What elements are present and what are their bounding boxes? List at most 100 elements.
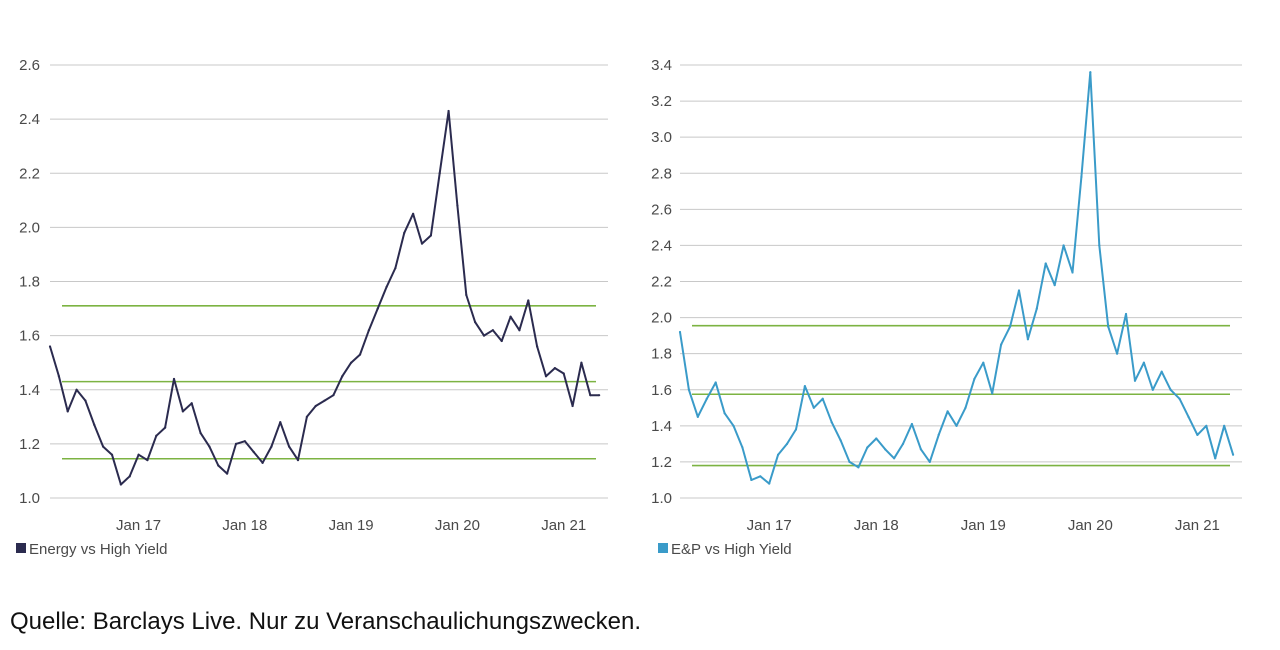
data-point bbox=[412, 212, 415, 215]
data-point bbox=[696, 415, 699, 418]
data-point bbox=[937, 433, 940, 436]
data-point bbox=[474, 320, 477, 324]
data-point bbox=[358, 353, 362, 356]
data-point bbox=[1133, 379, 1137, 382]
data-point bbox=[217, 464, 220, 467]
data-point bbox=[1205, 424, 1208, 427]
data-point bbox=[812, 406, 815, 409]
data-point bbox=[288, 445, 291, 448]
x-tick-label: Jan 20 bbox=[1068, 517, 1113, 534]
data-point bbox=[830, 421, 833, 424]
y-tick-label: 1.8 bbox=[19, 274, 40, 291]
data-point bbox=[243, 440, 246, 443]
charts-canvas: 1.0 1.2 1.4 1.6 1.8 2.0 2.2 2.4 2.6 Jan 17 Jan 18 J… bbox=[16, 57, 1242, 558]
data-point bbox=[518, 329, 521, 332]
data-point bbox=[128, 475, 131, 478]
chart-2: 1.0 1.2 1.4 1.6 1.8 2.0 2.2 2.4 2.6 2.8 3.0 3.2 3.4 J… bbox=[651, 57, 1242, 558]
data-point bbox=[1142, 361, 1145, 364]
data-point bbox=[741, 446, 744, 449]
data-point bbox=[527, 299, 530, 302]
y-tick-label: 2.0 bbox=[19, 219, 40, 236]
data-point bbox=[119, 483, 122, 486]
y-tick-label: 1.4 bbox=[19, 382, 40, 399]
data-point bbox=[48, 345, 52, 348]
data-point bbox=[1035, 307, 1038, 310]
data-point bbox=[1231, 453, 1235, 456]
data-point bbox=[1044, 262, 1047, 265]
y-tick-label: 2.0 bbox=[651, 310, 672, 327]
data-point bbox=[1160, 370, 1163, 373]
data-point bbox=[821, 397, 824, 400]
y-tick-label: 1.6 bbox=[19, 328, 40, 345]
data-point bbox=[84, 399, 87, 402]
data-point bbox=[580, 361, 583, 364]
x-tick-label: Jan 21 bbox=[1175, 517, 1220, 534]
data-point bbox=[1178, 397, 1181, 400]
data-point bbox=[234, 442, 238, 445]
data-point bbox=[447, 109, 450, 113]
data-point bbox=[252, 450, 255, 454]
data-point bbox=[544, 375, 548, 378]
data-point bbox=[323, 399, 326, 402]
data-point bbox=[438, 172, 441, 175]
data-point bbox=[848, 460, 851, 464]
data-point bbox=[1116, 352, 1119, 355]
data-point bbox=[1026, 338, 1030, 341]
data-point bbox=[732, 424, 735, 427]
data-point bbox=[1062, 244, 1065, 247]
data-point bbox=[190, 402, 193, 405]
data-point bbox=[857, 466, 860, 469]
data-point bbox=[875, 437, 878, 440]
y-tick-label: 1.8 bbox=[651, 346, 672, 363]
data-point bbox=[491, 329, 494, 332]
data-point bbox=[964, 406, 967, 409]
y-tick-label: 2.2 bbox=[19, 165, 40, 182]
data-point bbox=[385, 285, 388, 289]
data-point bbox=[955, 424, 958, 427]
data-point bbox=[892, 457, 896, 460]
data-point bbox=[982, 361, 985, 364]
data-point bbox=[350, 361, 353, 364]
y-tick-label: 2.2 bbox=[651, 274, 672, 291]
data-point bbox=[803, 385, 806, 388]
data-point bbox=[305, 415, 308, 418]
data-point bbox=[1071, 271, 1074, 274]
data-point bbox=[866, 446, 869, 449]
y-tick-label: 2.6 bbox=[19, 57, 40, 74]
data-point bbox=[279, 421, 282, 424]
data-point bbox=[110, 453, 114, 456]
data-point bbox=[1214, 457, 1217, 460]
data-point bbox=[794, 428, 798, 431]
y-tick-label: 1.0 bbox=[19, 490, 40, 507]
data-point bbox=[208, 445, 211, 448]
data-point bbox=[394, 266, 397, 270]
data-point bbox=[403, 231, 406, 234]
data-point bbox=[146, 459, 149, 462]
data-point bbox=[261, 461, 264, 464]
data-point bbox=[687, 388, 691, 391]
data-point bbox=[1151, 388, 1154, 391]
data-point bbox=[553, 367, 556, 370]
data-point bbox=[1017, 289, 1021, 292]
data-point bbox=[589, 394, 592, 397]
data-point bbox=[137, 453, 140, 456]
legend-label: E&P vs High Yield bbox=[671, 541, 792, 558]
data-point bbox=[164, 426, 167, 429]
data-point bbox=[1053, 284, 1056, 287]
data-point bbox=[429, 234, 432, 237]
data-point bbox=[172, 377, 176, 381]
data-point bbox=[536, 345, 539, 348]
legend-swatch bbox=[16, 543, 26, 553]
data-point bbox=[199, 431, 202, 435]
data-point bbox=[482, 334, 486, 337]
data-point bbox=[777, 453, 780, 456]
x-tick-label: Jan 18 bbox=[854, 517, 899, 534]
data-point bbox=[420, 242, 424, 245]
y-tick-label: 1.2 bbox=[19, 436, 40, 453]
data-point bbox=[839, 439, 842, 442]
source-note: Quelle: Barclays Live. Nur zu Veranschau… bbox=[10, 608, 641, 635]
data-point bbox=[678, 330, 682, 334]
x-tick-label: Jan 19 bbox=[961, 517, 1006, 534]
data-point bbox=[1124, 312, 1128, 316]
